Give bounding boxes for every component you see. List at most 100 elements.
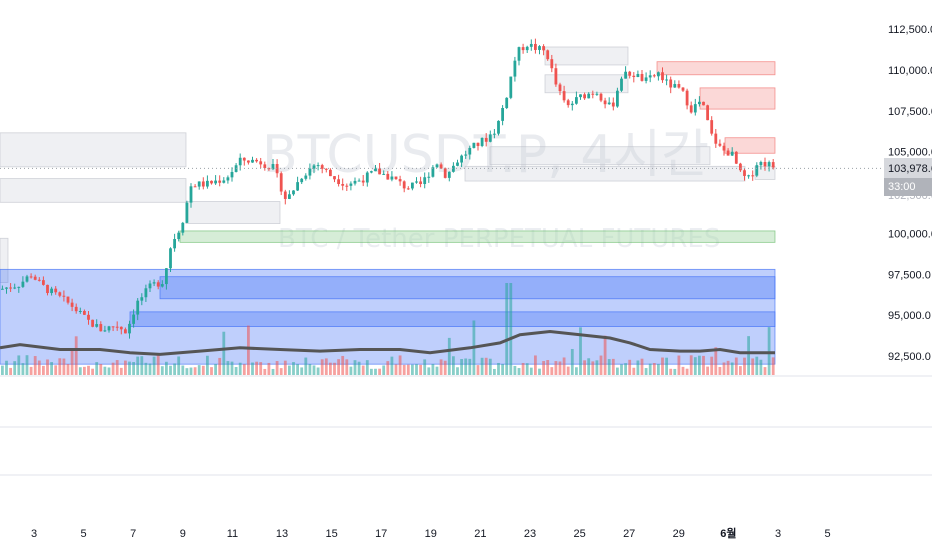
candle-body xyxy=(365,172,369,183)
volume-bar xyxy=(95,362,99,375)
candle-body xyxy=(144,288,148,298)
candle-body xyxy=(169,248,172,269)
volume-bar xyxy=(624,363,627,375)
volume-bar xyxy=(657,364,660,375)
volume-bar xyxy=(734,357,738,375)
candle-body xyxy=(341,184,345,186)
candle-body xyxy=(570,103,574,106)
volume-bars xyxy=(1,283,775,375)
volume-bar xyxy=(632,367,636,375)
candle-body xyxy=(54,288,58,293)
candle-body xyxy=(677,84,681,88)
time-axis[interactable]: 3 5 7 9 11 13 15 17 19 21 23 25 27 29 6월 3 5 xyxy=(31,526,831,540)
candle-body xyxy=(87,314,90,320)
candle-body xyxy=(386,173,390,180)
volume-bar xyxy=(193,367,197,375)
candle-body xyxy=(324,168,328,170)
candle-body xyxy=(415,181,418,183)
zone-green xyxy=(179,230,776,243)
candle-body xyxy=(17,286,21,288)
candle-body xyxy=(210,180,213,184)
candle-body xyxy=(456,162,459,166)
candle-body xyxy=(763,162,767,167)
volume-bar xyxy=(13,361,17,375)
candle-body xyxy=(25,276,29,282)
candle-body xyxy=(698,101,701,105)
volume-bar xyxy=(386,361,390,375)
time-tick-label: 3 xyxy=(31,528,37,540)
volume-bar xyxy=(505,283,509,375)
volume-bar xyxy=(62,358,66,375)
candle-body xyxy=(263,164,267,169)
volume-bar xyxy=(189,367,193,375)
price-axis[interactable]: 112,500.0 110,000.0 107,500.0 105,000.0 100,… xyxy=(888,24,932,363)
volume-bar xyxy=(288,365,291,375)
candle-body xyxy=(218,180,222,183)
volume-bar xyxy=(628,359,632,375)
candle-body xyxy=(648,75,652,78)
candle-body xyxy=(148,283,152,289)
volume-bar xyxy=(181,365,185,375)
volume-bar xyxy=(378,368,381,375)
zone-gray xyxy=(489,146,711,166)
volume-bar xyxy=(259,362,263,375)
candle-body xyxy=(624,71,627,79)
volume-bar xyxy=(279,368,283,375)
volume-bar xyxy=(669,368,673,375)
volume-bar xyxy=(497,362,500,375)
volume-bar xyxy=(640,358,644,375)
volume-bar xyxy=(460,359,463,375)
candle-body xyxy=(197,181,201,187)
volume-bar xyxy=(29,366,33,375)
volume-bar xyxy=(210,367,213,375)
candle-body xyxy=(226,177,230,181)
volume-bar xyxy=(349,366,353,375)
candle-body xyxy=(238,157,242,166)
candle-body xyxy=(271,164,275,170)
volume-bar xyxy=(312,365,316,375)
volume-bar xyxy=(636,360,640,375)
volume-bar xyxy=(251,362,254,375)
volume-bar xyxy=(439,359,443,375)
volume-bar xyxy=(230,361,234,375)
candle-body xyxy=(1,288,4,290)
candle-body xyxy=(484,137,488,142)
candle-body xyxy=(206,180,209,187)
volume-bar xyxy=(452,356,455,375)
volume-bar xyxy=(759,359,763,375)
candle-body xyxy=(115,326,119,328)
volume-bar xyxy=(431,363,435,375)
candle-body xyxy=(95,324,99,327)
volume-bar xyxy=(103,366,107,375)
candle-body xyxy=(603,100,607,105)
volume-bar xyxy=(484,357,488,375)
candle-body xyxy=(546,50,550,60)
volume-bar xyxy=(271,368,275,375)
candle-body xyxy=(620,78,623,91)
volume-bar xyxy=(476,365,480,375)
volume-bar xyxy=(747,336,750,375)
candle-body xyxy=(124,329,127,334)
candle-body xyxy=(587,93,591,99)
volume-bar xyxy=(570,348,574,375)
volume-bar xyxy=(603,335,607,375)
volume-bar xyxy=(513,365,517,375)
volume-bar xyxy=(698,355,701,375)
volume-bar xyxy=(427,367,431,375)
candle-body xyxy=(714,133,718,144)
candle-body xyxy=(661,72,664,81)
price-tick-label: 105,000.0 xyxy=(888,147,932,159)
candle-body xyxy=(431,167,435,177)
volume-bar xyxy=(611,358,615,375)
volume-bar xyxy=(74,336,78,375)
candle-body xyxy=(242,157,246,161)
time-tick-label: 7 xyxy=(130,528,136,540)
candle-body xyxy=(33,276,37,280)
zone-gray xyxy=(185,201,281,224)
volume-bar xyxy=(324,358,328,375)
candle-body xyxy=(718,143,722,146)
candle-body xyxy=(374,168,377,172)
candle-body xyxy=(419,181,422,185)
